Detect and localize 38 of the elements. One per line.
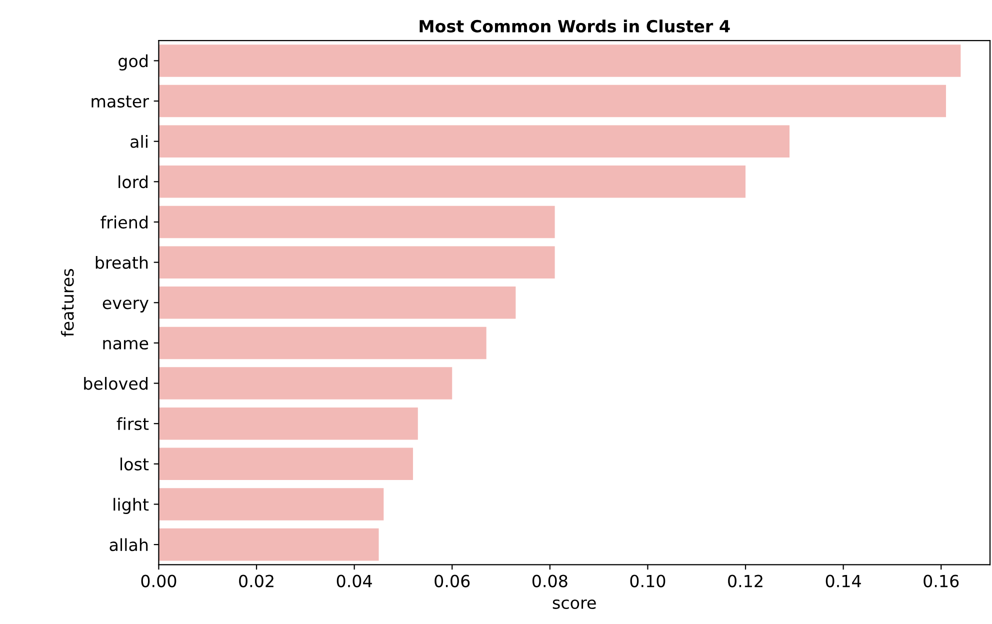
x-tick-label: 0.04	[336, 574, 372, 588]
x-tick-label: 0.08	[532, 574, 568, 588]
bar	[158, 326, 486, 360]
x-tick-label: 0.12	[728, 574, 762, 588]
y-tick-label: every	[102, 300, 148, 312]
y-axis-title: features	[60, 269, 74, 337]
x-tick-label: 0.16	[924, 574, 959, 588]
y-tick-label: lost	[120, 458, 149, 470]
y-tick-label: allah	[110, 538, 148, 552]
y-tick-label: name	[103, 340, 148, 350]
y-tick-label: ali	[130, 135, 148, 148]
bar	[158, 125, 790, 158]
bar	[158, 488, 384, 520]
x-tick-label: 0.06	[434, 574, 470, 588]
bar	[158, 44, 961, 77]
y-tick-label: light	[114, 498, 149, 514]
y-tick-label: beloved	[84, 376, 148, 390]
bar	[158, 166, 746, 198]
x-axis-title: score	[552, 599, 596, 610]
y-tick-label: lord	[118, 175, 148, 188]
x-tick-label: 0.14	[826, 574, 861, 588]
y-tick-label: first	[116, 417, 149, 430]
y-tick-label: breath	[96, 256, 148, 269]
y-tick-label: master	[92, 96, 149, 108]
bar	[158, 407, 418, 440]
bar	[158, 84, 946, 118]
x-tick-label: 0.10	[630, 574, 666, 588]
bar	[158, 286, 516, 319]
x-tick-label: 0.02	[239, 574, 274, 588]
x-tick-label: 0.00	[141, 574, 176, 588]
y-tick-label: god	[118, 54, 148, 71]
bar	[158, 246, 555, 278]
bar	[158, 367, 452, 400]
bar	[158, 206, 555, 238]
bar	[158, 528, 379, 561]
bar	[158, 448, 413, 480]
y-tick-label: friend	[100, 216, 148, 229]
chart-title: Most Common Words in Cluster 4	[420, 20, 730, 32]
